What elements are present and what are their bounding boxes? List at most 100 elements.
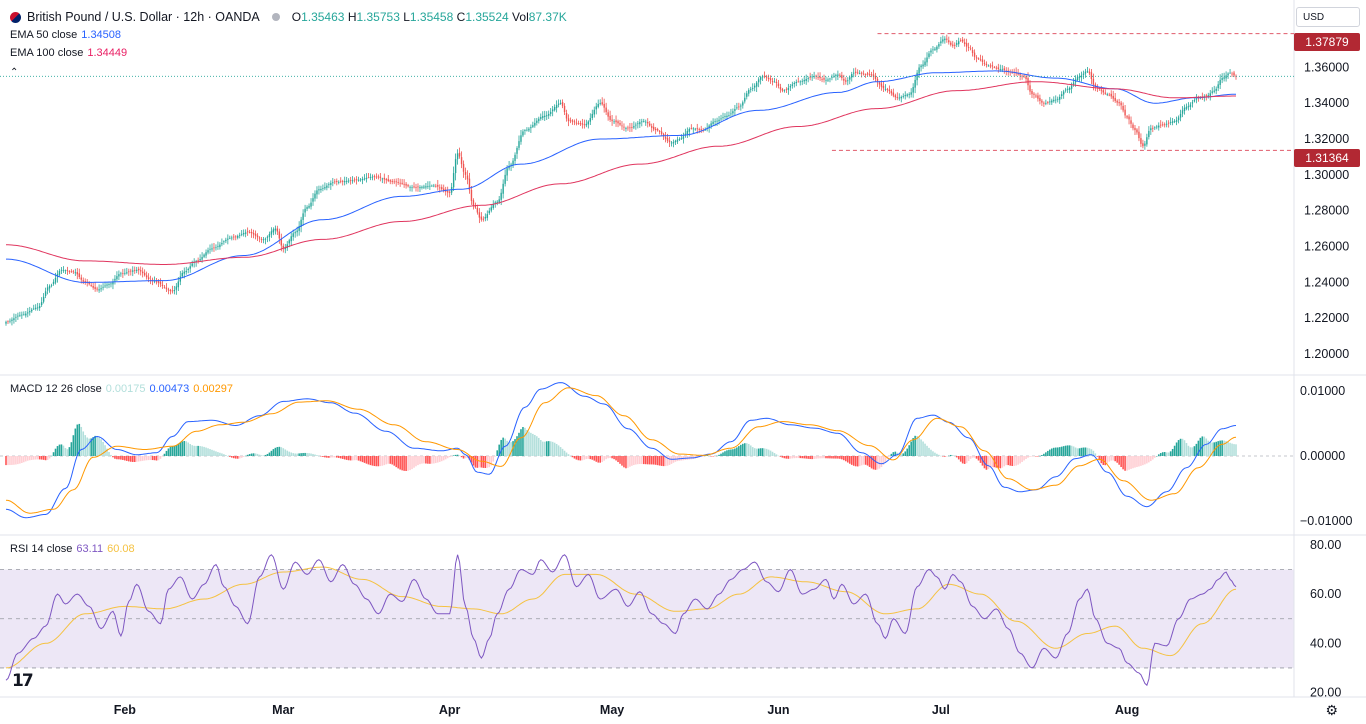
price-axis-tick: 1.28000 xyxy=(1304,204,1349,218)
macd-histogram-bar xyxy=(791,456,794,459)
candle-body xyxy=(181,272,183,277)
macd-histogram-bar xyxy=(1051,448,1053,456)
macd-histogram-bar xyxy=(1066,445,1069,456)
ema50-legend[interactable]: EMA 50 close 1.34508 xyxy=(10,29,121,41)
candle-body xyxy=(581,123,584,125)
candle-body xyxy=(306,207,308,209)
macd-histogram-bar xyxy=(858,456,861,467)
macd-histogram-bar xyxy=(997,456,1000,469)
macd-histogram-bar xyxy=(337,456,340,458)
macd-histogram-bar xyxy=(66,449,69,456)
gear-icon[interactable]: ⚙ xyxy=(1325,702,1338,718)
candle-body xyxy=(1148,130,1150,138)
macd-histogram-bar xyxy=(381,456,384,466)
candle-body xyxy=(603,103,605,108)
macd-histogram-bar xyxy=(809,456,811,460)
candle-body xyxy=(1191,102,1194,104)
collapse-legend-icon[interactable]: ⌃ xyxy=(10,67,19,78)
macd-histogram-bar xyxy=(1118,456,1120,465)
candle-body xyxy=(369,177,372,178)
currency-select[interactable]: USD xyxy=(1296,7,1360,27)
candle-body xyxy=(1187,106,1190,108)
macd-histogram-bar xyxy=(355,456,358,461)
macd-histogram-bar xyxy=(1154,456,1156,458)
candle-body xyxy=(894,95,897,98)
macd-histogram-bar xyxy=(141,456,144,461)
macd-histogram-bar xyxy=(710,456,712,457)
candle-body xyxy=(890,91,893,94)
macd-histogram-bar xyxy=(759,448,762,456)
symbol-title[interactable]: British Pound / U.S. Dollar · 12h · OAND… xyxy=(27,10,260,24)
macd-histogram-bar xyxy=(732,449,734,456)
macd-histogram-bar xyxy=(880,456,883,468)
candle-body xyxy=(1229,72,1231,74)
symbol-header[interactable]: British Pound / U.S. Dollar · 12h · OAND… xyxy=(10,10,567,24)
candle-body xyxy=(650,126,653,128)
candle-body xyxy=(298,225,300,231)
candle-body xyxy=(492,204,494,208)
macd-histogram-bar xyxy=(153,456,156,461)
macd-axis-tick: −0.01000 xyxy=(1300,514,1353,528)
ema100-legend[interactable]: EMA 100 close 1.34449 xyxy=(10,47,127,59)
macd-histogram-bar xyxy=(1193,446,1196,456)
candle-body xyxy=(862,73,865,75)
candle-body xyxy=(393,181,395,183)
macd-histogram-bar xyxy=(728,449,730,456)
candle-body xyxy=(387,179,389,181)
candle-body xyxy=(250,231,253,234)
candle-body xyxy=(1033,93,1035,95)
candle-body xyxy=(789,86,792,88)
macd-histogram-bar xyxy=(1009,456,1011,466)
macd-histogram-bar xyxy=(1045,452,1047,456)
candle-body xyxy=(484,217,487,219)
macd-histogram-bar xyxy=(987,456,990,470)
candle-body xyxy=(1045,102,1047,104)
macd-histogram-bar xyxy=(1110,456,1113,461)
rsi-label: RSI 14 close xyxy=(10,543,73,555)
macd-histogram-bar xyxy=(506,440,508,456)
tradingview-logo-icon[interactable]: 17 xyxy=(12,671,34,691)
candle-body xyxy=(797,81,799,83)
macd-histogram-bar xyxy=(1163,452,1166,456)
macd-histogram-bar xyxy=(1157,454,1160,456)
candle-body xyxy=(474,205,477,208)
macd-histogram-bar xyxy=(918,437,920,456)
candle-body xyxy=(361,179,364,181)
macd-histogram-bar xyxy=(1056,447,1059,456)
macd-histogram-bar xyxy=(377,456,380,467)
candle-body xyxy=(609,115,611,120)
candle-body xyxy=(266,236,269,238)
macd-histogram-bar xyxy=(357,456,360,461)
macd-histogram-bar xyxy=(1231,443,1233,456)
candle-body xyxy=(383,177,386,180)
macd-histogram-bar xyxy=(536,436,538,456)
candle-body xyxy=(526,129,528,131)
candle-body xyxy=(801,80,803,82)
macd-histogram-bar xyxy=(1126,456,1128,471)
candle-body xyxy=(942,39,944,42)
candle-body xyxy=(559,103,562,104)
candle-body xyxy=(555,105,558,109)
macd-histogram-bar xyxy=(522,427,524,456)
macd-histogram-bar xyxy=(910,441,912,456)
candle-body xyxy=(892,92,895,96)
candle-body xyxy=(48,285,51,289)
candle-body xyxy=(623,126,625,128)
candle-body xyxy=(314,193,316,199)
macd-histogram-bar xyxy=(1173,445,1176,456)
macd-legend[interactable]: MACD 12 26 close 0.00175 0.00473 0.00297 xyxy=(10,383,233,395)
candle-body xyxy=(264,238,267,240)
macd-histogram-bar xyxy=(749,445,752,456)
macd-histogram-bar xyxy=(446,456,449,459)
candle-body xyxy=(595,106,597,110)
macd-histogram-bar xyxy=(254,453,257,456)
candle-body xyxy=(399,182,401,184)
macd-histogram-bar xyxy=(1096,456,1099,457)
rsi-legend[interactable]: RSI 14 close 63.11 60.08 xyxy=(10,543,135,555)
rsi-axis-tick: 20.00 xyxy=(1310,686,1341,700)
macd-histogram-bar xyxy=(401,456,403,471)
candle-body xyxy=(46,287,49,291)
macd-histogram-bar xyxy=(975,456,978,459)
candle-body xyxy=(175,286,178,290)
